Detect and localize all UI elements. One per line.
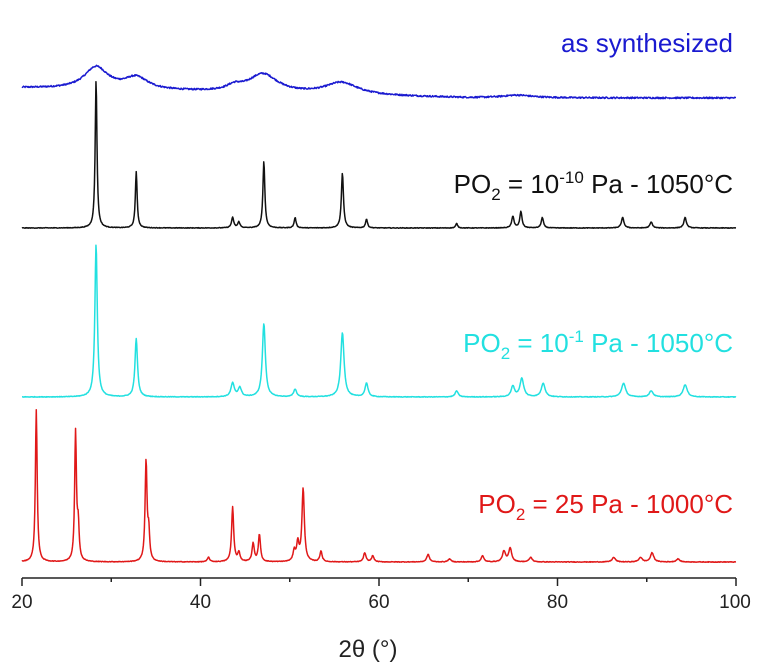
series-line-1 — [21, 64, 737, 100]
series-line-3 — [21, 244, 737, 398]
x-tick-label-80: 80 — [547, 592, 568, 613]
series-label-1: as synthesized — [561, 28, 733, 58]
series-line-2 — [21, 81, 737, 229]
series-label-group: as synthesized PO2 = 10-10 Pa - 1050°C PO2… — [454, 28, 733, 524]
x-tick-label-40: 40 — [190, 592, 211, 613]
trace-group — [21, 64, 737, 564]
x-tick-label-100: 100 — [719, 592, 751, 613]
x-tick-label-60: 60 — [368, 592, 389, 613]
x-axis: 20 40 60 80 100 — [11, 577, 751, 613]
x-tick-label-20: 20 — [11, 592, 32, 613]
series-label-2: PO2 = 10-10 Pa - 1050°C — [454, 168, 733, 204]
series-label-4: PO2 = 25 Pa - 1000°C — [478, 489, 733, 524]
series-label-3: PO2 = 10-1 Pa - 1050°C — [463, 327, 733, 363]
x-axis-title: 2θ (°) — [339, 636, 398, 663]
series-line-4 — [21, 409, 737, 564]
